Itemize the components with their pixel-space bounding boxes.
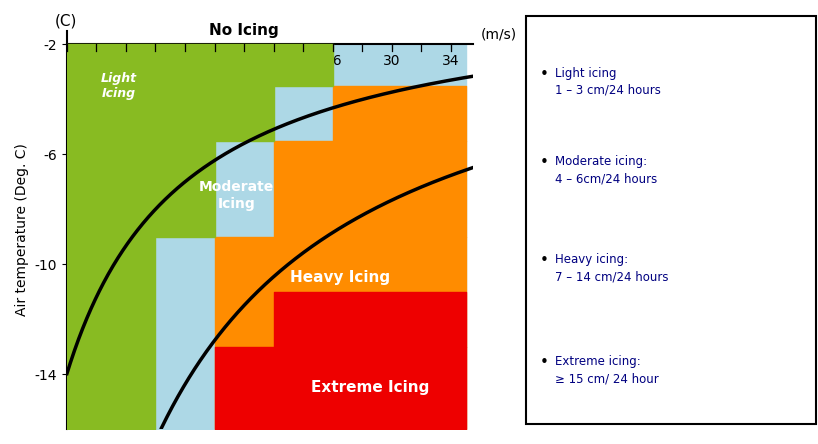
Text: •: • [540, 355, 549, 370]
Text: Light
Icing: Light Icing [101, 71, 137, 100]
Text: Extreme icing:
≥ 15 cm/ 24 hour: Extreme icing: ≥ 15 cm/ 24 hour [555, 355, 658, 385]
Text: (m/s): (m/s) [480, 28, 517, 42]
Text: Moderate
Icing: Moderate Icing [199, 180, 274, 210]
Text: Moderate icing:
4 – 6cm/24 hours: Moderate icing: 4 – 6cm/24 hours [555, 155, 657, 186]
Y-axis label: Air temperature (Deg. C): Air temperature (Deg. C) [15, 143, 29, 316]
Text: (C): (C) [55, 14, 78, 29]
Text: Heavy Icing: Heavy Icing [290, 270, 390, 285]
Text: Extreme Icing: Extreme Icing [311, 381, 429, 395]
Text: Heavy icing:
7 – 14 cm/24 hours: Heavy icing: 7 – 14 cm/24 hours [555, 253, 668, 283]
Text: Light icing
1 – 3 cm/24 hours: Light icing 1 – 3 cm/24 hours [555, 67, 660, 97]
Text: •: • [540, 67, 549, 82]
Text: •: • [540, 155, 549, 170]
Text: •: • [540, 253, 549, 268]
Text: No Icing: No Icing [209, 23, 279, 38]
